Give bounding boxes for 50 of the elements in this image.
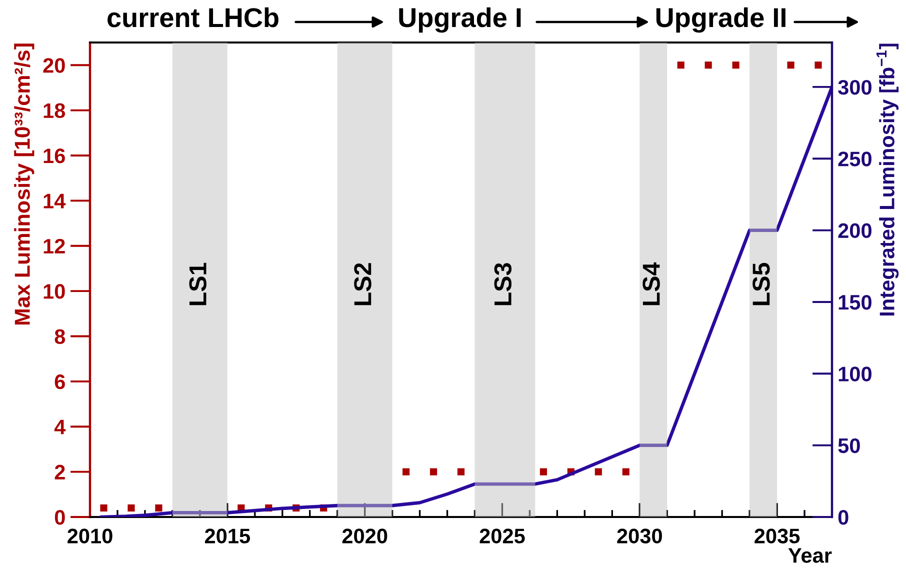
y-tick-label: 12	[44, 238, 65, 254]
point	[814, 62, 822, 69]
point	[402, 468, 410, 476]
y-tick-label: 16	[44, 148, 65, 164]
point	[457, 468, 465, 476]
text: Upgrade II	[656, 7, 786, 33]
x-tick-label: 2010	[68, 528, 112, 544]
y2-tick-label: 250	[838, 152, 872, 166]
point	[622, 468, 630, 476]
point	[540, 468, 547, 476]
x-tick-label: 2020	[342, 528, 388, 544]
y2-tick-label: 300	[838, 80, 872, 95]
y-tick-label: 14	[44, 194, 66, 208]
text: Upgrade I	[399, 7, 521, 33]
line-series	[99, 85, 832, 517]
y-axis-title: Max Luminosity [10³³/cm²/s]	[14, 44, 34, 325]
y-tick-label: 18	[44, 103, 66, 118]
band-label: LS5	[752, 262, 770, 306]
point	[594, 468, 602, 476]
x-tick-label: 2035	[754, 528, 800, 544]
x-tick-label: 2030	[617, 528, 662, 544]
y-tick-label: 0	[54, 510, 65, 525]
x-tick-label: 2015	[204, 528, 250, 544]
y2-tick-label: 0	[838, 510, 848, 525]
text: current LHCb	[108, 7, 278, 28]
y-tick-label: 6	[54, 374, 65, 390]
y-tick-label: 4	[54, 420, 66, 434]
y-tick-label: 10	[44, 284, 65, 299]
point	[732, 62, 740, 69]
point	[677, 62, 684, 69]
point	[128, 504, 135, 512]
x-tick-label: 2025	[480, 528, 525, 544]
point	[704, 62, 712, 69]
point	[430, 468, 438, 476]
y2-tick-label: 50	[838, 438, 860, 454]
y2-tick-label: 150	[838, 294, 872, 310]
y2-tick-label: 100	[838, 366, 872, 382]
y-tick-label: 8	[54, 329, 66, 344]
y-tick-label: 20	[43, 58, 65, 73]
point	[155, 504, 162, 512]
y-tick-label: 2	[54, 464, 65, 480]
band-label: LS3	[494, 263, 512, 306]
point	[100, 504, 108, 512]
band-label: LS1	[189, 262, 206, 306]
band-label: LS4	[642, 262, 660, 306]
y2-tick-label: 200	[838, 223, 872, 238]
x-axis-title: Year	[788, 548, 832, 563]
point	[787, 62, 794, 69]
y2-axis-title: Integrated Luminosity [fb$^{−1}$]	[876, 44, 899, 316]
band-label: LS2	[354, 263, 372, 306]
